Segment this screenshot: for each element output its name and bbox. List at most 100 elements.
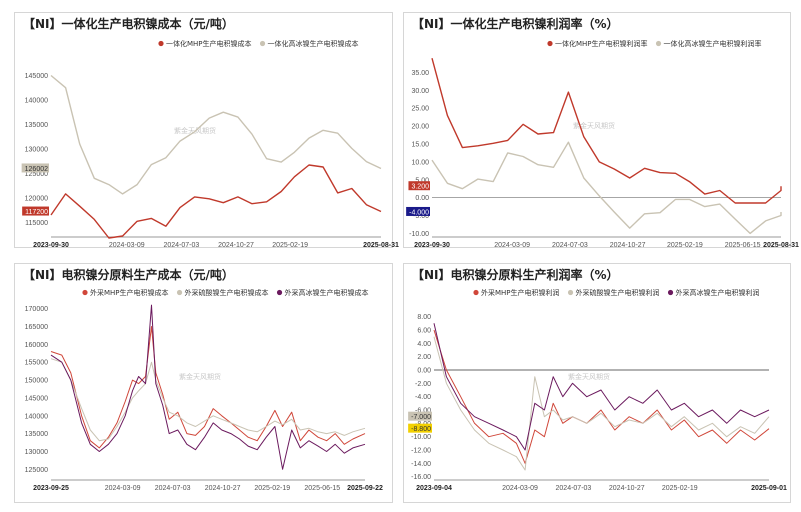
x-tick-label: 2025-09-01: [751, 485, 787, 492]
x-tick-label: 2023-09-30: [414, 242, 450, 249]
y-tick-label: 145000: [25, 73, 48, 80]
x-tick-label: 2024-07-03: [556, 485, 592, 492]
chart-title: 【NI】一体化生产电积镍成本（元/吨）: [23, 17, 234, 31]
series-line: [431, 141, 782, 235]
y-tick-label: 145000: [25, 395, 48, 402]
x-tick-label: 2024-03-09: [105, 485, 141, 492]
x-tick-label: 2024-10-27: [218, 242, 254, 249]
last-value-tag: [408, 181, 430, 191]
watermark-text: 紫金天风期货: [179, 372, 221, 381]
legend-label: 一体化高冰镍生产电积镍成本: [268, 39, 359, 48]
last-value-text: -8.800: [411, 426, 431, 433]
x-tick-label: 2023-09-30: [33, 242, 69, 249]
series-line: [50, 304, 366, 470]
legend-label: 外采MHP生产电积镍利润: [481, 288, 560, 297]
chart-panel-3: 【NI】电积镍分原料生产成本（元/吨） 外采MHP生产电积镍成本 外采硫酸镍生产电…: [14, 263, 393, 503]
last-value-box: [408, 423, 432, 433]
y-tick-label: -14.00: [411, 461, 431, 468]
series-line: [433, 336, 770, 471]
x-tick-label: 2024-03-09: [109, 242, 145, 249]
y-tick-label: 0.00: [417, 368, 431, 375]
legend-marker: [276, 289, 283, 296]
legend-label: 一体化高冰镍生产电积镍利润率: [664, 39, 762, 48]
legend-marker: [547, 40, 553, 47]
series-line: [50, 164, 382, 239]
watermark-text: 紫金天风期货: [573, 121, 615, 130]
last-value-tag: [408, 423, 432, 433]
x-tick-label: 2025-02-19: [667, 242, 703, 249]
legend-marker: [176, 289, 183, 296]
last-value-tag: [406, 206, 430, 216]
y-tick-label: 170000: [25, 306, 48, 313]
y-tick-label: 135000: [25, 122, 48, 129]
x-tick-label: 2025-08-31: [763, 242, 799, 249]
x-tick-label: 2024-03-09: [494, 242, 530, 249]
x-tick-label: 2023-09-04: [416, 485, 452, 492]
y-tick-label: 15.00: [411, 142, 429, 149]
series-line: [433, 323, 770, 451]
last-value-text: -4.000: [409, 209, 429, 216]
y-tick-label: 135000: [25, 431, 48, 438]
x-tick-label: 2024-10-27: [205, 485, 241, 492]
y-tick-label: 120000: [25, 195, 48, 202]
y-tick-label: 130000: [25, 449, 48, 456]
legend-marker: [567, 289, 574, 296]
y-tick-label: 30.00: [411, 88, 429, 95]
y-tick-label: -10.00: [409, 231, 429, 238]
x-tick-label: 2025-09-22: [347, 485, 383, 492]
legend-label: 外采高冰镍生产电积镍利润: [676, 288, 760, 297]
last-value-tag: [408, 411, 432, 421]
y-tick-label: -6.00: [415, 408, 431, 415]
chart-panel-1: 【NI】一体化生产电积镍成本（元/吨） 一体化MHP生产电积镍成本 一体化高冰镍生…: [14, 12, 399, 249]
y-tick-label: 10.00: [411, 159, 429, 166]
legend-label: 外采硫酸镍生产电积镍成本: [185, 288, 269, 297]
series-line: [50, 74, 382, 195]
series-line: [50, 358, 366, 442]
last-value-text: 126002: [25, 166, 48, 173]
y-tick-label: 0.00: [415, 195, 429, 202]
y-tick-label: 20.00: [411, 124, 429, 131]
y-tick-label: 115000: [25, 220, 48, 227]
watermark-text: 紫金天风期货: [568, 372, 610, 381]
last-value-tag: [21, 163, 49, 173]
legend-label: 外采MHP生产电积镍成本: [90, 288, 169, 297]
y-tick-label: -5.00: [413, 213, 429, 220]
x-tick-label: 2025-08-31: [363, 242, 399, 249]
x-tick-label: 2024-07-03: [163, 242, 199, 249]
chart-title: 【NI】电积镍分原料生产利润率（%）: [412, 268, 619, 282]
legend-marker: [473, 289, 479, 296]
legend-marker: [158, 40, 164, 47]
y-tick-label: 6.00: [417, 328, 431, 335]
legend-marker: [655, 40, 662, 47]
chart-svg: 一体化MHP生产电积镍成本 一体化高冰镍生产电积镍成本紫金天风期货11500012…: [21, 39, 399, 249]
y-tick-label: -2.00: [415, 381, 431, 388]
x-tick-label: 2024-10-27: [609, 485, 645, 492]
legend-label: 外采高冰镍生产电积镍成本: [285, 288, 369, 297]
y-tick-label: -12.00: [411, 448, 431, 455]
x-tick-label: 2024-07-03: [155, 485, 191, 492]
legend-label: 一体化MHP生产电积镍成本: [166, 39, 252, 48]
x-tick-label: 2024-07-03: [552, 242, 588, 249]
y-tick-label: 35.00: [411, 70, 429, 77]
y-tick-label: -10.00: [411, 434, 431, 441]
legend-marker: [259, 40, 266, 47]
last-value-text: 117200: [25, 209, 48, 216]
x-tick-label: 2023-09-25: [33, 485, 69, 492]
y-tick-label: 155000: [25, 360, 48, 367]
last-value-text: -7.000: [411, 414, 431, 421]
last-value-tag: [22, 206, 49, 216]
x-tick-label: 2025-06-15: [725, 242, 761, 249]
legend-label: 一体化MHP生产电积镍利润率: [555, 39, 648, 48]
x-tick-label: 2025-02-19: [662, 485, 698, 492]
y-tick-label: 165000: [25, 324, 48, 331]
last-value-box: [408, 181, 430, 191]
y-tick-label: 8.00: [417, 314, 431, 321]
chart-svg: 外采MHP生产电积镍成本 外采硫酸镍生产电积镍成本 外采高冰镍生产电积镍成本紫金天风…: [25, 288, 383, 492]
x-tick-label: 2024-10-27: [610, 242, 646, 249]
y-tick-label: -4.00: [415, 394, 431, 401]
last-value-box: [406, 206, 430, 216]
chart-panel-2: 【NI】一体化生产电积镍利润率（%） 一体化MHP生产电积镍利润率 一体化高冰镍生…: [403, 12, 799, 249]
last-value-box: [408, 411, 432, 421]
y-tick-label: 140000: [25, 97, 48, 104]
